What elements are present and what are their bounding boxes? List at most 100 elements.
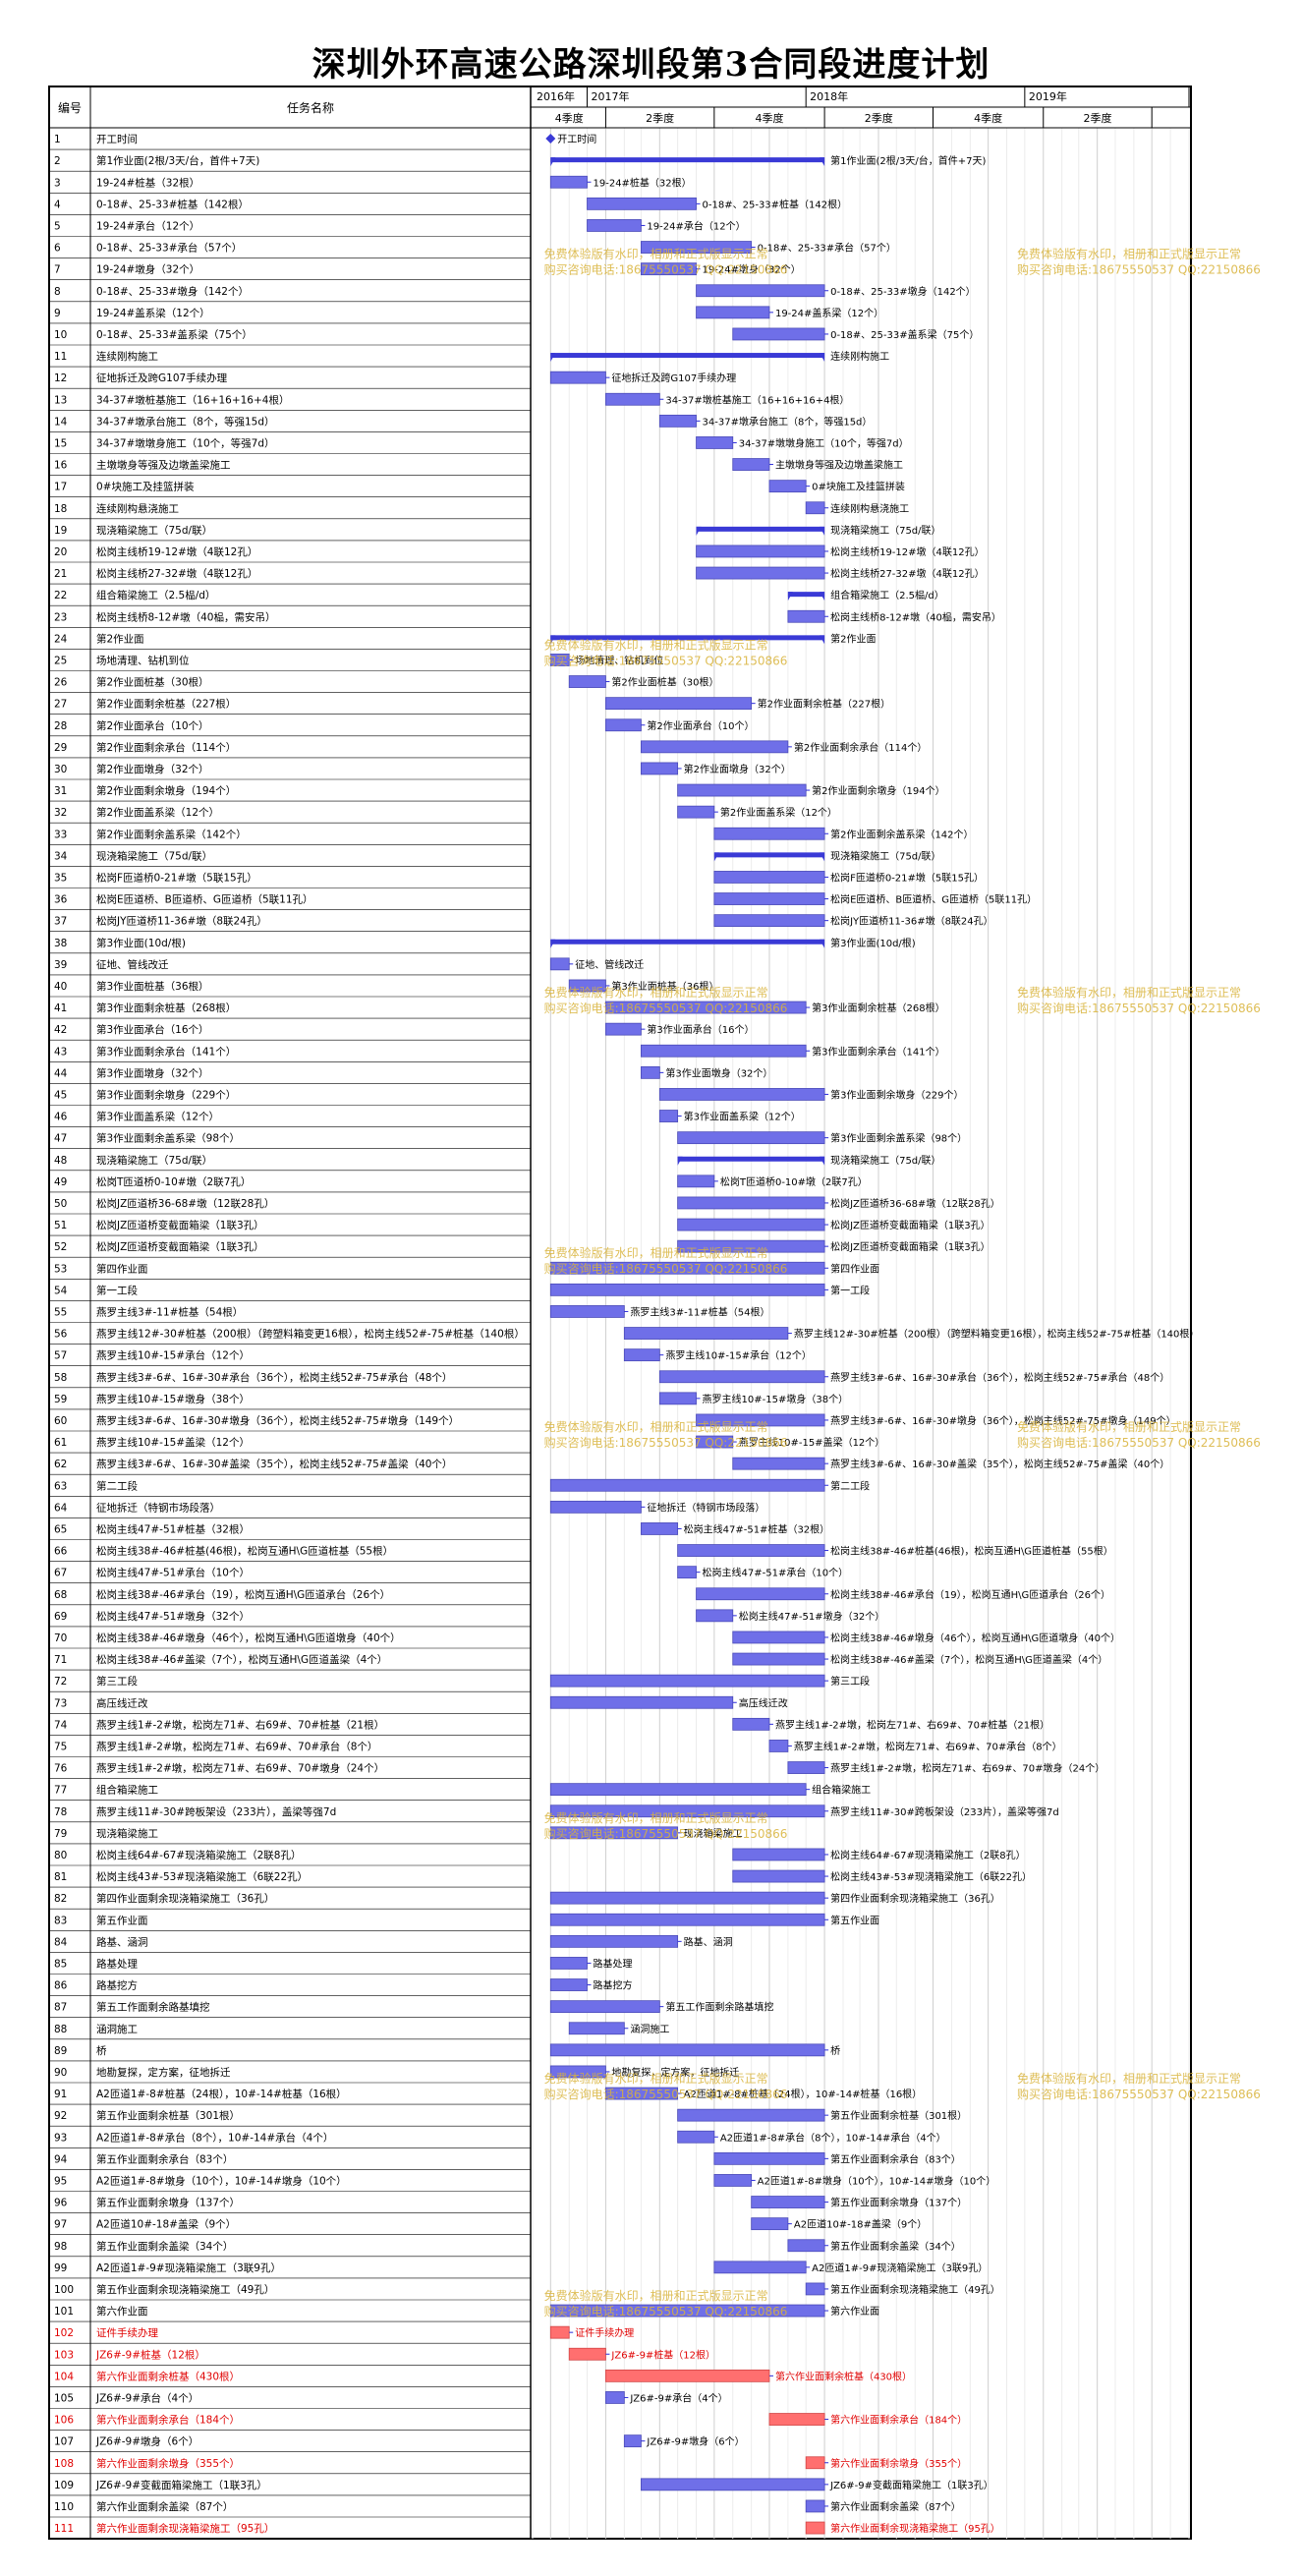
task-bar [605,1022,642,1036]
row-id: 62 [54,1459,67,1470]
bar-label: 松岗JY匝道桥11-36#墩（8联24孔） [830,915,993,928]
row-id: 68 [54,1589,67,1601]
row-id: 84 [54,1936,68,1948]
bar-label: 第四作业面 [830,1262,879,1275]
bar-label: 场地清理、钻机到位 [575,654,663,666]
task-bar [549,1695,734,1709]
bar-label: 组合箱梁施工（2.5榀/d） [830,589,944,601]
task-bar [658,1392,697,1405]
watermark-line2: 购买咨询电话:18675550537 QQ:22150866 [544,262,788,277]
task-bar [805,2499,825,2513]
row-id: 100 [54,2284,74,2296]
bar-label: JZ6#-9#墩身（6个） [646,2435,744,2448]
row-task-name: 主墩墩身等强及边墩盖梁施工 [96,459,231,472]
task-bar [751,2217,789,2231]
task-bar [549,957,570,971]
row-id: 17 [54,482,67,493]
row-id: 108 [54,2458,74,2470]
task-bar [568,2022,625,2035]
quarter-label: 4季度 [755,111,783,125]
row-id: 92 [54,2110,67,2122]
row-task-name: 证件手续办理 [96,2326,158,2339]
task-bar [677,2108,825,2122]
row-task-name: 19-24#桩基（32根） [96,176,199,189]
row-task-name: 松岗主线桥27-32#墩（4联12孔） [96,567,257,580]
watermark-line1: 免费体验版有水印，相册和正式版显示正常 [544,2071,768,2086]
task-bar [549,1305,625,1318]
summary-cap-right [820,157,825,167]
task-bar [605,718,642,732]
row-id: 81 [54,1871,67,1883]
row-task-name: 桥 [96,2045,107,2057]
task-bar [677,1131,825,1145]
row-task-name: 路基挖方 [96,1979,138,1992]
watermark-line1: 免费体验版有水印，相册和正式版显示正常 [1017,985,1241,1000]
row-task-name: 第六作业面剩余桩基（430根） [96,2370,240,2382]
row-task-name: 松岗主线43#-53#现浇箱梁施工（6联22孔） [96,1870,308,1883]
bar-label: 松岗主线38#-46#盖梁（7个），松岗互通H\G匝道盖梁（4个） [830,1653,1107,1666]
milestone-marker [545,134,556,144]
bar-label: 松岗主线47#-51#墩身（32个） [739,1610,885,1623]
row-task-name: 第3作业面承台（16个） [96,1023,209,1036]
row-id: 52 [54,1241,67,1253]
watermark-line1: 免费体验版有水印，相册和正式版显示正常 [544,637,768,652]
bar-label: A2匝道10#-18#盖梁（9个） [794,2218,927,2231]
watermark-line1: 免费体验版有水印，相册和正式版显示正常 [544,2288,768,2303]
bar-label: 第三工段 [830,1675,870,1688]
row-task-name: 松岗主线38#-46#承台（19），松岗互通H\G匝道承台（26个） [96,1588,390,1601]
bar-label: JZ6#-9#桩基（12根） [610,2348,715,2361]
row-task-name: 0-18#、25-33#墩身（142个） [96,285,249,298]
year-label: 2017年 [592,89,630,103]
row-id: 70 [54,1632,67,1644]
row-task-name: 松岗E匝道桥、B匝道桥、G匝道桥（5联11孔） [96,893,313,906]
summary-bar [713,852,825,858]
bar-label: 路基挖方 [594,1979,633,1992]
task-bar [641,740,789,754]
row-id: 60 [54,1415,67,1427]
bar-label: 第3作业面盖系梁（12个） [684,1111,801,1123]
bar-label: 第五作业面剩余桩基（301根） [830,2109,967,2122]
row-task-name: 场地清理、钻机到位 [96,654,190,666]
row-id: 39 [54,959,67,971]
row-task-name: 第六作业面剩余盖梁（87个） [96,2500,233,2513]
task-bar [549,1934,679,1948]
summary-bar [550,635,825,641]
summary-cap-left [696,526,702,536]
critical-task-bar [768,2413,825,2426]
quarter-label: 2季度 [1083,111,1111,125]
row-task-name: 路基、涵洞 [96,1935,148,1948]
row-task-name: 第2作业面墩身（32个） [96,763,209,775]
row-id: 79 [54,1828,67,1840]
task-bar [658,1370,825,1384]
task-bar [713,2174,753,2187]
bar-label: 燕罗主线3#-11#桩基（54根） [630,1305,769,1318]
row-id: 55 [54,1306,67,1318]
row-id: 24 [54,633,68,645]
row-id: 106 [54,2415,74,2427]
row-task-name: 第四作业面剩余现浇箱梁施工（36孔） [96,1892,274,1905]
bar-label: 第2作业面 [830,632,876,645]
row-task-name: A2匝道1#-8#墩身（10个），10#-14#墩身（10个） [96,2174,347,2187]
row-id: 85 [54,1958,67,1970]
summary-bar [550,157,825,163]
row-id: 23 [54,611,67,623]
task-bar [549,2043,825,2057]
task-bar [549,1500,642,1514]
row-id: 59 [54,1394,67,1405]
row-id: 67 [54,1568,67,1579]
row-task-name: 松岗JY匝道桥11-36#墩（8联24孔） [96,915,267,928]
row-task-name: 燕罗主线1#-2#墩，松岗左71#、右69#、70#承台（8个） [96,1740,377,1752]
watermark-line2: 购买咨询电话:18675550537 QQ:22150866 [544,653,788,667]
task-bar [641,1522,679,1535]
bar-label: 松岗F匝道桥0-21#墩（5联15孔） [830,871,984,884]
row-id: 88 [54,2024,67,2035]
task-bar [549,1674,825,1688]
quarter-label: 2季度 [865,111,893,125]
task-bar [732,1717,770,1731]
row-task-name: 燕罗主线10#-15#承台（12个） [96,1349,250,1362]
row-task-name: 第2作业面桩基（30根） [96,676,209,689]
task-bar [713,2261,807,2274]
bar-label: 燕罗主线12#-30#桩基（200根）（跨塑料箱变更16根），松岗主线52#-7… [794,1328,1200,1341]
task-bar [658,1088,825,1101]
